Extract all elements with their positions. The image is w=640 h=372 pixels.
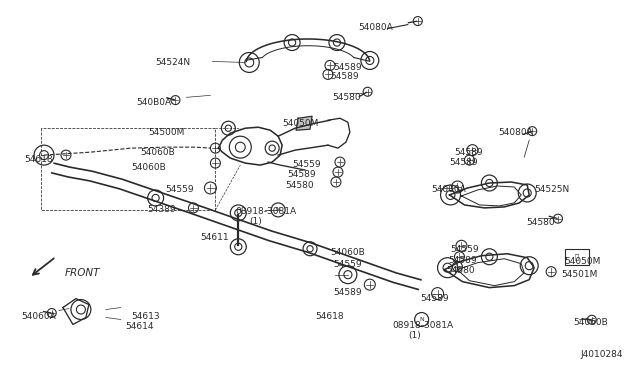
Text: 54060B: 54060B [141, 148, 175, 157]
Text: 54613: 54613 [132, 311, 161, 321]
Text: (1): (1) [409, 331, 421, 340]
Text: N: N [419, 317, 424, 322]
Text: 54501M: 54501M [561, 270, 598, 279]
Polygon shape [296, 116, 312, 130]
Text: 54589: 54589 [333, 288, 362, 296]
Text: 54080A: 54080A [358, 23, 392, 32]
Text: 54060B: 54060B [330, 248, 365, 257]
Text: 54060A: 54060A [21, 311, 56, 321]
Text: 08918-3081A: 08918-3081A [236, 207, 296, 216]
Text: 54589: 54589 [420, 294, 449, 302]
Text: 54050M: 54050M [282, 119, 319, 128]
Text: 54525N: 54525N [534, 185, 570, 194]
Text: 54589: 54589 [287, 170, 316, 179]
Text: 54589: 54589 [454, 148, 483, 157]
Text: 54589: 54589 [449, 158, 478, 167]
Text: 54580: 54580 [332, 93, 360, 102]
Text: 54524N: 54524N [156, 58, 191, 67]
Text: 54618: 54618 [24, 155, 52, 164]
Text: 54589: 54589 [330, 73, 358, 81]
Text: ⬛: ⬛ [575, 253, 579, 260]
Text: (1): (1) [249, 217, 262, 226]
Text: 54500M: 54500M [148, 128, 185, 137]
Text: 54559: 54559 [166, 185, 194, 194]
Text: 54080A: 54080A [499, 128, 533, 137]
Text: 54559: 54559 [333, 260, 362, 269]
Text: 54559: 54559 [292, 160, 321, 169]
Text: 540B0A: 540B0A [137, 98, 172, 108]
Text: 54580: 54580 [447, 266, 475, 275]
Text: 54050M: 54050M [564, 257, 600, 266]
Text: 54060B: 54060B [132, 163, 166, 172]
Text: N: N [276, 208, 280, 212]
Text: 54580: 54580 [285, 181, 314, 190]
Text: 54618: 54618 [315, 311, 344, 321]
FancyBboxPatch shape [565, 249, 589, 265]
Text: 54060B: 54060B [573, 318, 608, 327]
Text: 54000A: 54000A [431, 185, 467, 194]
Text: 08918-3081A: 08918-3081A [393, 321, 454, 330]
Text: 54559: 54559 [451, 245, 479, 254]
Text: 54614: 54614 [125, 323, 154, 331]
Text: J4010284: J4010284 [580, 350, 623, 359]
Text: 54589: 54589 [333, 64, 362, 73]
Text: 54589: 54589 [449, 256, 477, 265]
Text: 54389: 54389 [148, 205, 176, 214]
Text: FRONT: FRONT [65, 268, 100, 278]
Text: 54580: 54580 [526, 218, 555, 227]
Text: 54611: 54611 [200, 233, 229, 242]
